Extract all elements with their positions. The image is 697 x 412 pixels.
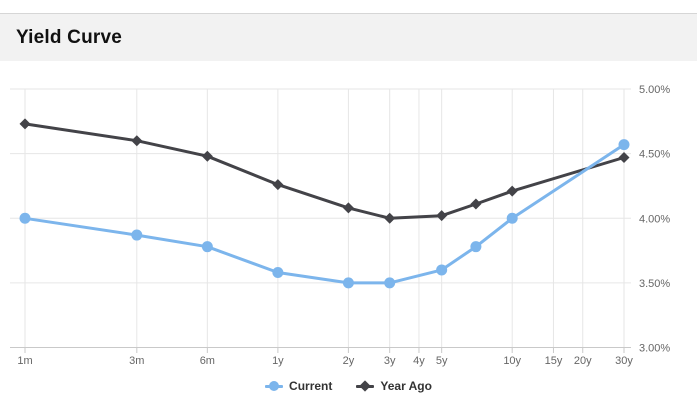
legend-item-current[interactable]: Current <box>265 379 332 393</box>
data-point-circle <box>506 212 518 224</box>
data-point-circle <box>436 264 448 276</box>
data-point-circle <box>131 229 143 241</box>
data-point-diamond <box>342 202 354 214</box>
x-axis-label: 1m <box>17 355 32 367</box>
widget-header: Yield Curve <box>0 13 697 61</box>
x-axis-label: 15y <box>545 355 563 367</box>
x-axis-labels: 1m 3m 6m 1y 2y 3y 4y 5y 10y 15y 20y 30y <box>17 355 633 367</box>
current-series-marker-icon <box>265 380 284 392</box>
x-axis-label: 3y <box>384 355 396 367</box>
top-margin <box>0 0 697 13</box>
data-point-diamond <box>201 150 213 162</box>
x-axis-label: 2y <box>343 355 355 367</box>
y-axis-label: 4.50% <box>639 149 670 161</box>
x-axis-label: 1y <box>272 355 284 367</box>
x-axis-label: 20y <box>574 355 592 367</box>
y-axis-label: 4.00% <box>639 213 670 225</box>
legend-label-year-ago: Year Ago <box>380 379 432 393</box>
x-axis-label: 3m <box>129 355 144 367</box>
data-point-circle <box>384 277 396 289</box>
widget-title: Yield Curve <box>16 26 123 48</box>
legend-label-current: Current <box>289 379 333 393</box>
data-point-circle <box>272 267 284 279</box>
data-point-diamond <box>470 198 482 210</box>
y-axis-labels: 3.00% 3.50% 4.00% 4.50% 5.00% <box>639 84 670 355</box>
x-axis-label: 6m <box>200 355 215 367</box>
legend-item-year-ago[interactable]: Year Ago <box>356 379 432 393</box>
x-axis-label: 5y <box>436 355 448 367</box>
data-point-circle <box>618 139 630 151</box>
series-line <box>23 143 626 285</box>
data-point-diamond <box>272 179 284 191</box>
data-point-circle <box>342 277 354 289</box>
chart-canvas: 3.00% 3.50% 4.00% 4.50% 5.00% 1m 3m 6m 1y 2y 3y 4y 5… <box>10 84 670 367</box>
data-point-circle <box>19 212 31 224</box>
chart-legend: Current Year Ago <box>0 373 697 399</box>
y-axis-label: 3.00% <box>639 343 670 355</box>
data-point-diamond <box>131 135 143 147</box>
data-point-circle <box>201 241 213 253</box>
series-line <box>23 122 626 220</box>
data-point-diamond <box>618 152 630 164</box>
x-axis-label: 10y <box>503 355 521 367</box>
data-point-circle <box>470 241 482 253</box>
data-point-diamond <box>19 118 31 130</box>
data-point-diamond <box>384 212 396 224</box>
data-point-diamond <box>506 185 518 197</box>
x-axis-label: 4y <box>413 355 425 367</box>
current-series <box>19 139 630 289</box>
year-ago-series <box>19 118 630 224</box>
grid <box>10 88 631 353</box>
data-point-diamond <box>436 210 448 222</box>
y-axis-label: 3.50% <box>639 278 670 290</box>
yield-curve-chart: 3.00% 3.50% 4.00% 4.50% 5.00% 1m 3m 6m 1y 2y 3y 4y 5… <box>0 61 697 373</box>
year-ago-series-marker-icon <box>356 380 375 392</box>
x-axis-label: 30y <box>615 355 633 367</box>
y-axis-label: 5.00% <box>639 84 670 96</box>
